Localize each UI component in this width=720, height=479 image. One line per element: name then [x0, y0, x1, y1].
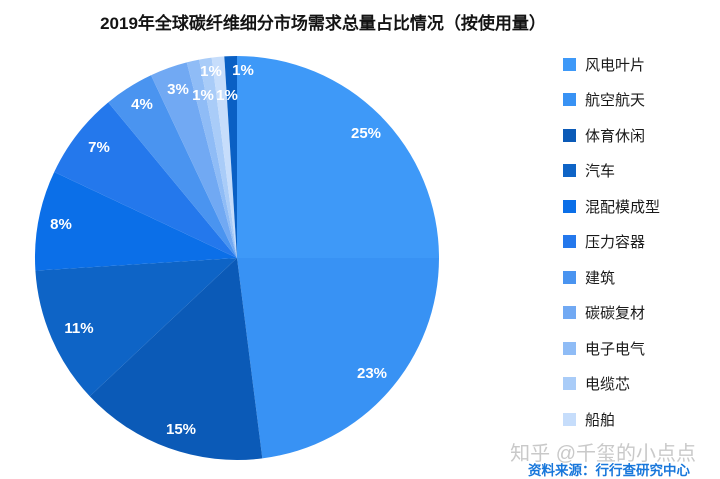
legend-swatch-icon: [563, 93, 576, 106]
legend-label: 建筑: [585, 269, 616, 287]
pie-slice: [237, 258, 439, 459]
legend-item: 汽车: [563, 160, 660, 182]
pie-slice: [237, 56, 439, 258]
pie-slice-label: 25%: [351, 125, 381, 142]
legend-item: 电子电气: [563, 337, 660, 359]
legend-swatch-icon: [563, 57, 576, 71]
pie-slice-label: 7%: [88, 139, 110, 156]
legend-swatch-icon: [563, 164, 576, 177]
chart-title: 2019年全球碳纤维细分市场需求总量占比情况（按使用量）: [100, 14, 546, 33]
legend-label: 船舶: [585, 411, 616, 429]
legend-item: 风电叶片: [563, 53, 660, 75]
legend-label: 压力容器: [585, 234, 646, 251]
legend-swatch-icon: [563, 306, 576, 319]
legend-swatch-icon: [563, 270, 576, 284]
legend-item: 体育休闲: [563, 124, 660, 146]
pie-slice-label: 1%: [232, 62, 254, 79]
pie-slice-label: 15%: [166, 421, 196, 438]
legend-swatch-icon: [563, 199, 576, 213]
pie-slice-label: 11%: [64, 320, 93, 337]
legend-label: 电缆芯: [585, 376, 631, 393]
pie-slice: [186, 59, 237, 258]
pie-slice: [35, 171, 237, 271]
pie-slice-label: 23%: [357, 365, 387, 382]
legend-swatch-icon: [563, 341, 576, 355]
legend-label: 混配模成型: [585, 198, 661, 216]
pie-slice-label: 1%: [192, 87, 214, 104]
legend-item: 混配模成型: [563, 195, 660, 217]
legend-label: 汽车: [585, 163, 616, 180]
legend-swatch-icon: [563, 235, 576, 248]
legend-label: 风电叶片: [585, 56, 646, 74]
legend-swatch-icon: [563, 412, 576, 426]
pie-slice-label: 8%: [50, 216, 72, 233]
pie-slice: [211, 56, 237, 259]
pie-slice: [35, 258, 238, 397]
pie-slice: [89, 258, 263, 461]
pie-slice-label: 1%: [216, 87, 238, 104]
legend-item: 碳碳复材: [563, 302, 660, 324]
legend-label: 碳碳复材: [585, 305, 646, 322]
pie-slice-label: 3%: [167, 81, 189, 98]
pie-slice: [224, 56, 237, 258]
legend-label: 电子电气: [585, 340, 646, 358]
source-note: 资料来源：行行查研究中心: [528, 463, 690, 478]
legend-item: 航空航天: [563, 89, 660, 111]
legend-label: 体育休闲: [585, 127, 646, 145]
legend-swatch-icon: [563, 128, 576, 142]
pie-slice-label: 4%: [131, 96, 153, 113]
legend-item: 电缆芯: [563, 373, 660, 395]
pie-slice: [54, 102, 237, 258]
pie-slice: [199, 57, 237, 259]
legend-item: 船舶: [563, 408, 660, 430]
pie-slice: [150, 62, 237, 258]
watermark: 知乎 @千玺的小点点: [510, 443, 696, 465]
legend-item: 建筑: [563, 266, 660, 288]
legend-label: 航空航天: [585, 92, 646, 109]
pie-slice: [108, 75, 238, 258]
pie-slice-label: 1%: [200, 63, 222, 80]
legend-item: 压力容器: [563, 231, 660, 253]
legend: 风电叶片航空航天体育休闲汽车混配模成型压力容器建筑碳碳复材电子电气电缆芯船舶: [563, 53, 660, 430]
legend-swatch-icon: [563, 377, 576, 390]
